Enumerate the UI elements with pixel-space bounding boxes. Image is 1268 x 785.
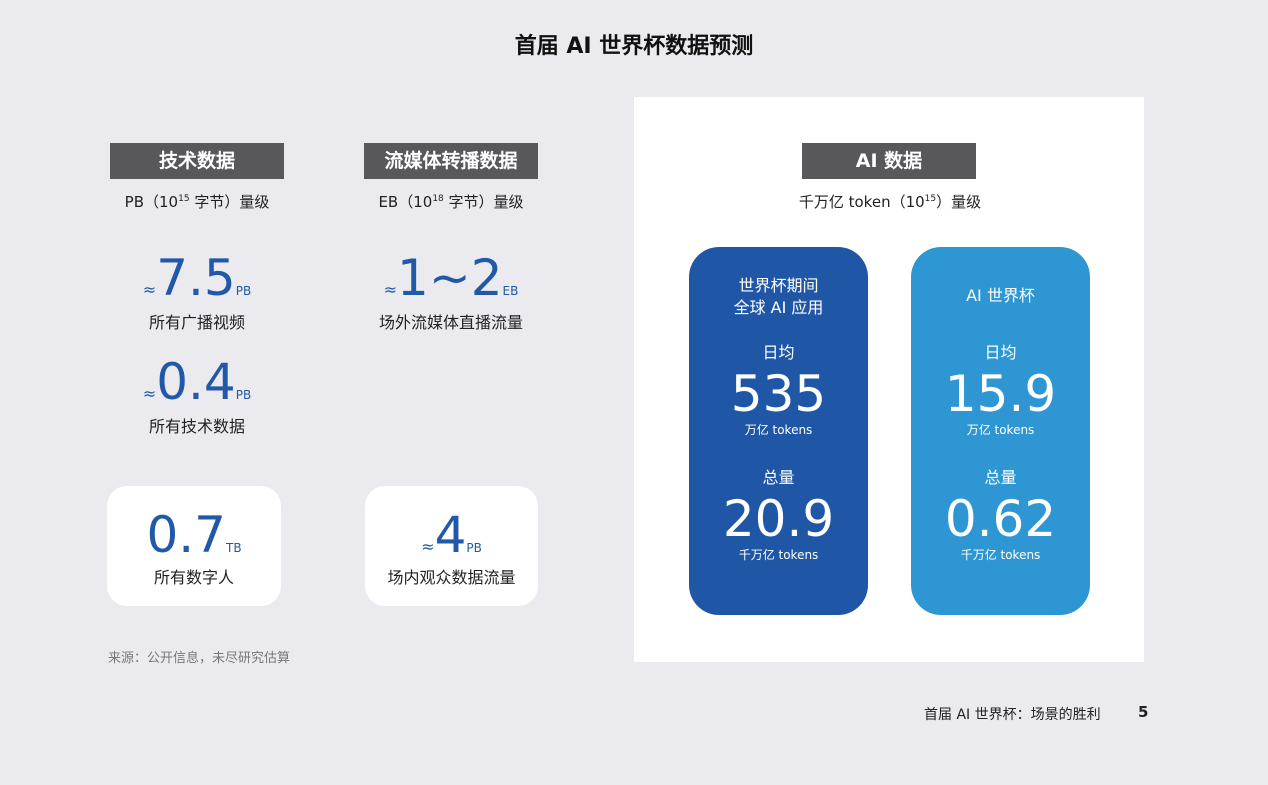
- tech-scale: PB（1015 字节）量级: [97, 191, 297, 212]
- scale-text: 字节）量级: [189, 193, 270, 211]
- card-title: 世界杯期间: [738, 276, 819, 295]
- approx: ≈: [421, 537, 435, 556]
- daily-label: 日均: [984, 343, 1017, 362]
- stat-unit: EB: [502, 284, 519, 298]
- footer-text: 首届 AI 世界杯：场景的胜利: [924, 707, 1101, 723]
- ai-worldcup-card: AI 世界杯 日均 15.9 万亿 tokens 总量 0.62 千万亿 tok…: [911, 247, 1090, 615]
- stat-value: 0.7: [146, 506, 226, 564]
- stat-caption: 场内观众数据流量: [387, 568, 516, 587]
- total-unit: 千万亿 tokens: [960, 548, 1041, 562]
- scale-text: ）量级: [936, 193, 982, 211]
- scale-exp: 18: [432, 194, 444, 204]
- card-title: [911, 307, 1090, 319]
- stat-digital-human: 0.7TB: [107, 510, 281, 560]
- card-title: 全球 AI 应用: [733, 298, 824, 317]
- stat-unit: PB: [235, 284, 252, 298]
- total-label: 总量: [984, 468, 1017, 487]
- ai-scale: 千万亿 token（1015）量级: [740, 191, 1040, 212]
- stat-tech: ≈0.4PB: [97, 357, 297, 407]
- tech-data-label: 技术数据: [110, 143, 284, 179]
- scale-text: EB（10: [378, 193, 433, 211]
- stat-caption: 所有广播视频: [148, 313, 245, 332]
- page-title: 首届 AI 世界杯数据预测: [514, 34, 754, 59]
- stat-unit: TB: [225, 541, 242, 555]
- approx: ≈: [383, 280, 398, 299]
- scale-text: 字节）量级: [443, 193, 524, 211]
- total-value: 20.9: [722, 490, 835, 548]
- stat-value: 4: [434, 506, 467, 564]
- total-label: 总量: [762, 468, 795, 487]
- stat-value: 0.4: [156, 353, 236, 411]
- scale-exp: 15: [924, 194, 937, 204]
- stat-caption: 所有数字人: [153, 568, 234, 587]
- audience-card: ≈4PB 场内观众数据流量: [365, 486, 538, 606]
- daily-label: 日均: [762, 343, 795, 362]
- stream-data-label: 流媒体转播数据: [364, 143, 538, 179]
- daily-unit: 万亿 tokens: [966, 423, 1035, 437]
- card-title: AI 世界杯: [966, 286, 1035, 305]
- digital-human-card: 0.7TB 所有数字人: [107, 486, 281, 606]
- daily-value: 535: [730, 365, 827, 423]
- stat-unit: PB: [466, 541, 482, 555]
- daily-unit: 万亿 tokens: [744, 423, 813, 437]
- stat-caption: 场外流媒体直播流量: [378, 313, 523, 332]
- stat-audience: ≈4PB: [365, 510, 538, 560]
- stat-offsite-stream: ≈1~2EB: [351, 253, 551, 303]
- total-unit: 千万亿 tokens: [738, 548, 819, 562]
- approx: ≈: [142, 280, 157, 299]
- stat-value: 7.5: [156, 249, 236, 307]
- scale-text: PB（10: [124, 193, 179, 211]
- scale-text: 千万亿 token（10: [798, 193, 925, 211]
- stat-value: 1~2: [397, 249, 503, 307]
- source-note: 来源：公开信息，未尽研究估算: [108, 651, 291, 666]
- daily-value: 15.9: [944, 365, 1057, 423]
- scale-exp: 15: [178, 194, 190, 204]
- ai-data-label: AI 数据: [802, 143, 976, 179]
- stream-scale: EB（1018 字节）量级: [351, 191, 551, 212]
- page-number: 5: [1138, 703, 1149, 721]
- global-ai-card: 世界杯期间 全球 AI 应用 日均 535 万亿 tokens 总量 20.9 …: [689, 247, 868, 615]
- stat-broadcast: ≈7.5PB: [97, 253, 297, 303]
- total-value: 0.62: [944, 490, 1057, 548]
- stat-unit: PB: [235, 388, 252, 402]
- approx: ≈: [142, 384, 157, 403]
- stat-caption: 所有技术数据: [148, 417, 245, 436]
